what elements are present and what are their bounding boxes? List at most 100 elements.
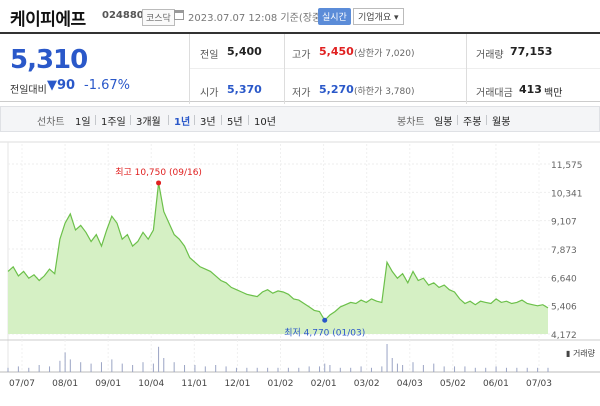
x-tick-label: 03/02 [354,379,380,389]
period-1d[interactable]: 1일 [75,117,91,128]
y-axis: 11,575 10,341 9,107 7,873 6,640 5,406 4,172 [551,161,583,341]
volume-bar [495,366,497,372]
lower-limit: (하한가 3,780) [354,87,415,97]
period-selector: 선차트 1일 1주일 3개월 1년 3년 5년 10년 봉차트 일봉 주봉 월봉 [0,106,600,132]
realtime-badge[interactable]: 실시간 [318,8,351,25]
period-1w[interactable]: 1주일 [101,117,126,128]
volume-bar [28,367,30,372]
volume-bar [360,366,362,372]
volume-bar [7,367,9,372]
volume-bar [90,363,92,372]
volume-bar [422,365,424,372]
volume-axis-label: ▮ 거래량 [566,348,596,358]
volume-bar [59,360,61,372]
high-marker [156,180,162,186]
period-3y[interactable]: 3년 [200,117,216,128]
period-5y[interactable]: 5년 [227,117,243,128]
change-label: 전일대비 [10,85,47,96]
volume-bar [505,367,507,372]
period-1y[interactable]: 1년 [174,117,191,128]
volume-bar [396,363,398,372]
y-tick-label: 9,107 [551,218,577,228]
volume-bar [485,367,487,372]
low-marker [322,317,328,323]
amount-label: 거래대금 [476,88,513,99]
candle-daily[interactable]: 일봉 [434,117,453,128]
volume-bar [433,363,435,372]
volume-bar [516,367,518,372]
x-tick-label: 10/04 [138,379,164,389]
x-tick-label: 05/02 [440,379,466,389]
volume-bar [100,362,102,372]
calendar-icon [174,10,184,20]
x-tick-label: 01/02 [268,379,294,389]
x-tick-label: 07/03 [526,379,552,389]
change-value: ▼90 [47,78,76,93]
y-tick-label: 6,640 [551,274,577,284]
volume-bar [386,344,388,372]
price-chart: 11,575 10,341 9,107 7,873 6,640 5,406 4,172 ▮ … [0,141,600,389]
y-tick-label: 4,172 [551,331,577,341]
volume-bar [547,367,549,372]
volume-bar [158,346,160,372]
volume-bar [464,366,466,372]
y-tick-label: 10,341 [551,189,583,199]
annotations: 최고 10,750 (09/16) 최저 4,770 (01/03) [115,167,365,338]
volume-bar [443,366,445,372]
amount-unit: 백만 [544,88,563,99]
volume-bars: ▮ 거래량 [7,344,596,372]
volume-bar [319,366,321,372]
stock-header: 케이피에프 024880 코스닥 2023.07.07 12:08 기준(장중)… [0,0,600,32]
divider [168,115,169,125]
volume-label: 거래량 [476,50,504,61]
volume-bar [225,366,227,372]
prev-close-label: 전일 [200,50,219,61]
period-10y[interactable]: 10년 [254,117,276,128]
volume-bar [69,359,71,372]
amount-value: 413 [519,83,542,96]
volume-bar [287,367,289,372]
divider [248,115,249,125]
low-value: 5,270 [319,83,354,96]
low-label: 저가 [292,88,311,99]
company-overview-dropdown[interactable]: 기업개요 ▾ [353,8,404,25]
volume-bar [474,367,476,372]
divider [221,115,222,125]
volume-bar [142,362,144,372]
volume-bar [215,365,217,372]
x-tick-label: 09/01 [95,379,121,389]
divider [284,34,285,104]
company-overview-label: 기업개요 [358,13,392,23]
divider [466,34,467,104]
divider [486,115,487,125]
line-chart-label: 선차트 [37,117,65,128]
y-tick-label: 11,575 [551,161,583,171]
period-3m[interactable]: 3개월 [136,117,161,128]
low-label: 최저 4,770 (01/03) [284,327,365,338]
volume-bar [49,366,51,372]
volume-bar [163,358,165,372]
volume-bar [64,352,66,372]
volume-bar [121,363,123,372]
volume-bar [17,366,19,372]
divider [130,115,131,125]
candle-weekly[interactable]: 주봉 [463,117,482,128]
volume-value: 77,153 [510,45,553,58]
volume-bar [324,363,326,372]
open-label: 시가 [200,88,219,99]
volume-bar [402,365,404,372]
candle-chart-label: 봉차트 [397,117,425,128]
volume-bar [370,367,372,372]
volume-bar [412,362,414,372]
candle-monthly[interactable]: 월봉 [492,117,511,128]
divider [194,115,195,125]
volume-bar [246,367,248,372]
divider [457,115,458,125]
divider [95,115,96,125]
volume-bar [184,365,186,372]
volume-bar [111,359,113,372]
volume-bar [204,366,206,372]
change-percent: -1.67% [84,78,130,93]
high-value: 5,450 [319,45,354,58]
x-tick-label: 02/01 [311,379,337,389]
